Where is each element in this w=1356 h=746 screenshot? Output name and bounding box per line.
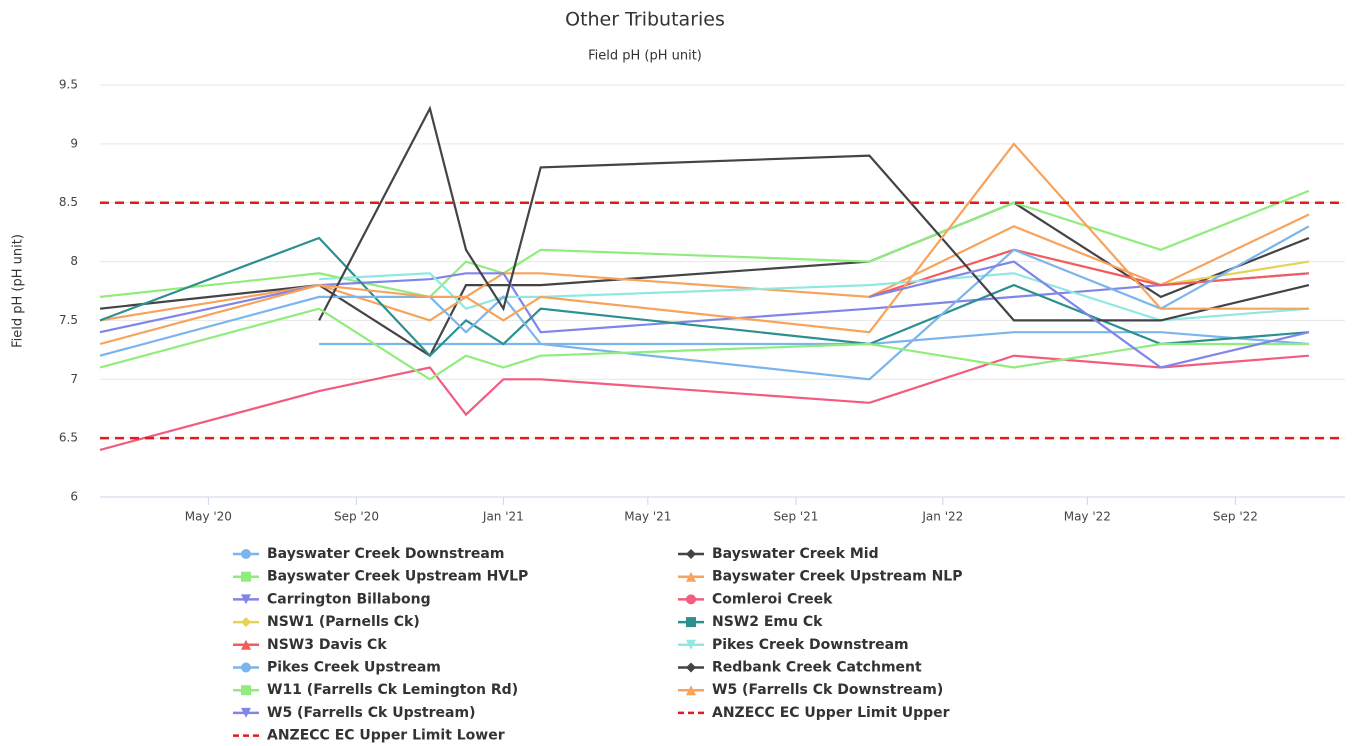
legend-symbol <box>686 639 696 650</box>
legend-label: Redbank Creek Catchment <box>712 660 922 676</box>
legend-symbol <box>686 594 696 605</box>
legend-label: W5 (Farrells Ck Upstream) <box>267 705 475 721</box>
y-tick-label: 9.5 <box>59 78 78 92</box>
series-line <box>869 248 1309 298</box>
series-line <box>99 142 1309 346</box>
legend-item[interactable]: Pikes Creek Downstream <box>678 637 909 653</box>
y-tick-label: 6 <box>70 490 78 504</box>
x-tick-label: Sep '20 <box>334 510 379 524</box>
legend-label: NSW3 Davis Ck <box>267 637 387 653</box>
legend-label: Carrington Billabong <box>267 591 431 607</box>
legend-label: NSW2 Emu Ck <box>712 614 823 630</box>
legend-label: Bayswater Creek Downstream <box>267 546 504 562</box>
legend-item[interactable]: W11 (Farrells Ck Lemington Rd) <box>233 682 518 698</box>
x-tick-label: May '21 <box>624 510 671 524</box>
legend-symbol <box>241 639 251 650</box>
legend-symbol <box>686 617 696 628</box>
legend-item[interactable]: Bayswater Creek Downstream <box>233 546 504 562</box>
legend-label: ANZECC EC Upper Limit Lower <box>267 728 505 744</box>
legend-symbol <box>241 549 251 559</box>
legend-symbol <box>686 685 696 696</box>
y-tick-label: 7 <box>70 372 78 386</box>
legend-item[interactable]: Redbank Creek Catchment <box>678 660 922 676</box>
legend-label: Bayswater Creek Upstream HVLP <box>267 569 528 585</box>
legend-item[interactable]: W5 (Farrells Ck Downstream) <box>678 682 943 698</box>
legend-symbol <box>686 571 696 582</box>
series-line <box>1160 260 1310 287</box>
x-tick-label: Jan '21 <box>482 510 524 524</box>
legend-label: Pikes Creek Upstream <box>267 660 441 676</box>
legend-label: Pikes Creek Downstream <box>712 637 909 653</box>
legend-symbol <box>241 594 251 605</box>
legend-item[interactable]: Bayswater Creek Upstream HVLP <box>233 569 528 585</box>
legend-label: W11 (Farrells Ck Lemington Rd) <box>267 682 518 698</box>
legend-item[interactable]: NSW3 Davis Ck <box>233 637 387 653</box>
y-tick-label: 9 <box>70 136 78 150</box>
x-tick-label: Jan '22 <box>921 510 963 524</box>
legend-item[interactable]: Bayswater Creek Upstream NLP <box>678 569 962 585</box>
chart-title: Other Tributaries <box>565 9 725 31</box>
legend-item[interactable]: NSW1 (Parnells Ck) <box>233 614 420 630</box>
x-tick-label: Sep '22 <box>1213 510 1258 524</box>
legend-item[interactable]: Bayswater Creek Mid <box>678 546 879 562</box>
legend-item[interactable]: Comleroi Creek <box>678 591 833 607</box>
legend-symbol <box>686 549 696 559</box>
series-line <box>99 225 1310 381</box>
x-tick-label: May '20 <box>185 510 232 524</box>
x-tick-label: Sep '21 <box>773 510 818 524</box>
legend-symbol <box>241 617 251 628</box>
chart-subtitle: Field pH (pH unit) <box>588 49 702 64</box>
legend-item[interactable]: W5 (Farrells Ck Upstream) <box>233 705 475 721</box>
y-tick-label: 8 <box>70 254 78 268</box>
legend-label: W5 (Farrells Ck Downstream) <box>712 682 943 698</box>
series-line <box>318 105 1310 322</box>
legend-symbol <box>241 571 251 582</box>
legend-item[interactable]: Carrington Billabong <box>233 591 431 607</box>
legend-label: Comleroi Creek <box>712 591 833 607</box>
legend-label: Bayswater Creek Mid <box>712 546 879 562</box>
legend-label: Bayswater Creek Upstream NLP <box>712 569 962 585</box>
series-line <box>99 272 1309 334</box>
y-tick-label: 7.5 <box>59 313 78 327</box>
series-line <box>99 213 1310 322</box>
legend-symbol <box>686 662 696 673</box>
series-line <box>99 201 1310 358</box>
legend-item[interactable]: Pikes Creek Upstream <box>233 660 441 676</box>
legend-label: ANZECC EC Upper Limit Upper <box>712 705 950 721</box>
series-line <box>869 260 1310 369</box>
legend-symbol <box>241 707 251 718</box>
series-line <box>99 307 1309 381</box>
y-tick-label: 8.5 <box>59 195 78 209</box>
y-tick-label: 6.5 <box>59 431 78 445</box>
legend-symbol <box>241 685 251 696</box>
y-axis-label: Field pH (pH unit) <box>11 234 26 348</box>
series-line <box>99 354 1309 451</box>
legend-label: NSW1 (Parnells Ck) <box>267 614 420 630</box>
legend-item[interactable]: ANZECC EC Upper Limit Lower <box>233 728 505 744</box>
legend-item[interactable]: NSW2 Emu Ck <box>678 614 823 630</box>
legend-item[interactable]: ANZECC EC Upper Limit Upper <box>678 705 950 721</box>
series-line <box>99 189 1310 299</box>
x-tick-label: May '22 <box>1064 510 1111 524</box>
legend-symbol <box>241 662 251 673</box>
